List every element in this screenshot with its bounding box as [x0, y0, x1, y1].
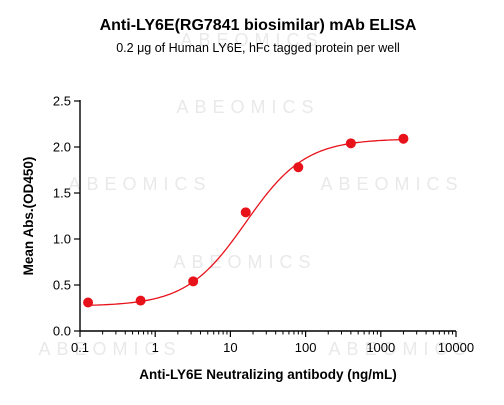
y-tick-label: 2.0	[53, 140, 71, 155]
x-axis-title: Anti-LY6E Neutralizing antibody (ng/mL)	[139, 367, 397, 382]
x-tick-label: 1	[152, 340, 159, 355]
x-tick-label: 10000	[438, 340, 474, 355]
watermark-text: ABEOMICS	[176, 97, 319, 117]
data-point	[293, 162, 304, 173]
watermark-text: ABEOMICS	[173, 252, 316, 272]
axes: 0.0 0.5 1.0 1.5 2.0 2.5 0.1 1 10 100 1000 10000	[53, 94, 474, 356]
watermark-text: ABEOMICS	[320, 174, 463, 194]
data-point	[135, 295, 146, 306]
x-tick-label: 0.1	[71, 340, 89, 355]
watermark-layer: ABEOMICS ABEOMICS ABEOMICS ABEOMICS ABEOMICS…	[38, 30, 471, 359]
fit-curve	[88, 138, 404, 306]
y-tick-label: 2.5	[53, 94, 71, 109]
watermark-text: ABEOMICS	[38, 339, 181, 359]
chart-subtitle: 0.2 μg of Human LY6E, hFc tagged protein…	[116, 41, 400, 55]
watermark-text: ABEOMICS	[328, 339, 471, 359]
y-tick-label: 0.0	[53, 324, 71, 339]
x-tick-label: 1000	[366, 340, 395, 355]
data-point	[188, 276, 199, 287]
y-axis-title: Mean Abs.(OD450)	[21, 157, 36, 276]
fit-curve-group	[88, 138, 404, 306]
y-tick-label: 1.0	[53, 232, 71, 247]
watermark-text: ABEOMICS	[68, 174, 211, 194]
data-point	[345, 138, 356, 149]
data-point	[240, 207, 251, 218]
chart-title: Anti-LY6E(RG7841 biosimilar) mAb ELISA	[100, 17, 417, 34]
data-points	[83, 133, 409, 308]
x-tick-label: 100	[295, 340, 317, 355]
x-tick-label: 10	[223, 340, 237, 355]
data-point	[398, 133, 409, 144]
watermark-text: ABEOMICS	[180, 30, 323, 50]
data-point	[83, 297, 94, 308]
y-tick-label: 0.5	[53, 278, 71, 293]
y-tick-label: 1.5	[53, 186, 71, 201]
